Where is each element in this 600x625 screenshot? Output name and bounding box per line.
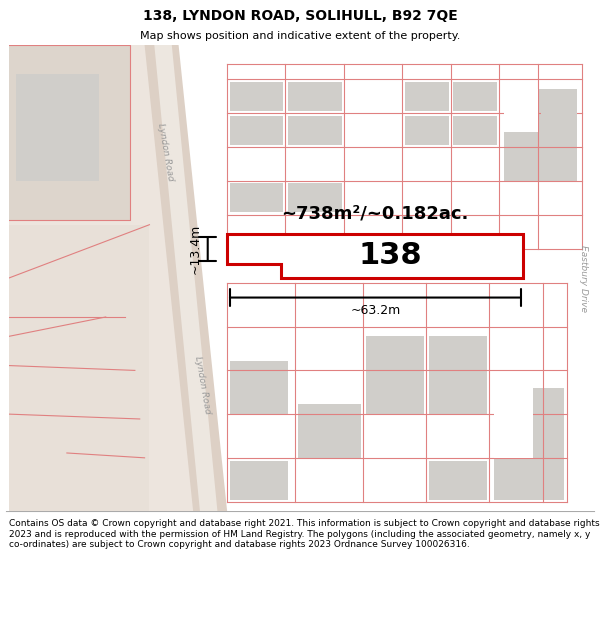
Bar — [230, 183, 283, 212]
Bar — [504, 89, 538, 132]
Bar — [504, 89, 577, 181]
Text: Eastbury Drive: Eastbury Drive — [579, 244, 588, 312]
Bar — [454, 82, 497, 111]
Bar — [541, 110, 577, 128]
Bar — [289, 116, 342, 145]
Polygon shape — [154, 45, 217, 511]
Text: Contains OS data © Crown copyright and database right 2021. This information is : Contains OS data © Crown copyright and d… — [9, 519, 599, 549]
Text: ~13.4m: ~13.4m — [188, 224, 202, 274]
Bar — [405, 82, 449, 111]
Bar — [230, 361, 289, 414]
Bar — [405, 116, 449, 145]
Bar — [494, 388, 533, 458]
Text: ~738m²/~0.182ac.: ~738m²/~0.182ac. — [281, 204, 469, 222]
Bar — [8, 225, 149, 511]
Bar — [230, 82, 283, 111]
Polygon shape — [145, 45, 227, 511]
Bar — [366, 336, 424, 414]
Bar — [289, 82, 342, 111]
Bar — [230, 116, 283, 145]
Text: Lyndon Road: Lyndon Road — [157, 122, 175, 181]
Polygon shape — [227, 234, 523, 278]
Bar — [494, 388, 564, 499]
Text: 138, LYNDON ROAD, SOLIHULL, B92 7QE: 138, LYNDON ROAD, SOLIHULL, B92 7QE — [143, 9, 457, 23]
Bar — [454, 116, 497, 145]
Polygon shape — [8, 45, 198, 511]
Bar — [298, 404, 361, 458]
Bar — [429, 461, 487, 499]
Text: 138: 138 — [358, 241, 422, 270]
Bar — [429, 336, 487, 414]
Bar — [16, 74, 99, 181]
Text: Map shows position and indicative extent of the property.: Map shows position and indicative extent… — [140, 31, 460, 41]
Text: ~63.2m: ~63.2m — [350, 304, 400, 317]
Text: Lyndon Road: Lyndon Road — [193, 356, 212, 414]
Bar — [8, 45, 130, 220]
Bar — [289, 183, 342, 212]
Bar — [230, 461, 289, 499]
